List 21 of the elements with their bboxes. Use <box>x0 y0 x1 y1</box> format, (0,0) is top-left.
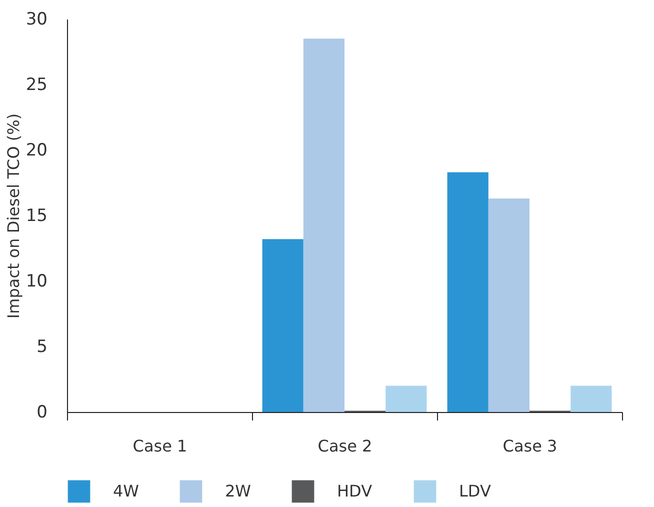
y-tick-label: 25 <box>26 75 48 95</box>
y-tick-label: 0 <box>36 402 48 422</box>
y-tick-label: 15 <box>26 206 48 226</box>
legend-label: LDV <box>459 481 491 500</box>
y-tick-label: 30 <box>26 10 48 30</box>
bar <box>447 172 488 412</box>
y-tick-label: 20 <box>26 140 48 160</box>
x-tick-label: Case 3 <box>502 436 558 456</box>
bar <box>570 386 612 412</box>
x-tick-label: Case 1 <box>132 436 188 456</box>
legend-label: 2W <box>225 481 252 500</box>
y-tick-label: 10 <box>26 272 48 292</box>
y-tick-label: 5 <box>36 337 48 357</box>
y-axis-title: Impact on Diesel TCO (%) <box>4 113 23 319</box>
bar <box>488 198 530 412</box>
bar <box>386 386 427 412</box>
legend-label: 4W <box>113 481 140 500</box>
legend-label: HDV <box>337 481 372 500</box>
bar <box>262 239 304 412</box>
bar <box>303 38 344 412</box>
x-tick-label: Case 2 <box>318 436 372 456</box>
